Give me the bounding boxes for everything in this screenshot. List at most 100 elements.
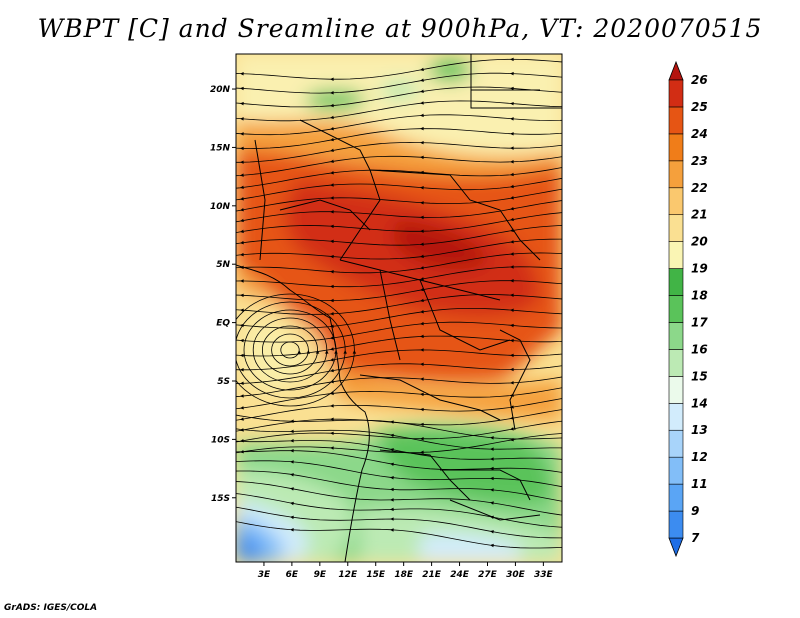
streamline-arrow: [330, 431, 334, 436]
streamline-arrow: [510, 57, 514, 62]
streamline-arrow: [420, 67, 424, 72]
streamline-arrow: [420, 89, 424, 94]
streamline-arrow: [240, 428, 244, 432]
map-title: WBPT [C] and Sreamline at 900hPa, VT: 20…: [37, 14, 763, 43]
streamline-arrow: [390, 517, 394, 521]
streamline-arrow: [510, 437, 514, 442]
streamline-arrow: [240, 229, 244, 234]
lon-tick-label: 3E: [258, 570, 271, 580]
streamline-arrow: [330, 298, 334, 303]
streamline-arrow: [330, 196, 334, 200]
streamline-arrow: [330, 210, 334, 214]
streamline-arrow: [330, 404, 334, 408]
streamline-arrow: [330, 148, 334, 153]
colorbar-segment: [668, 79, 684, 108]
colorbar-label: 26: [691, 73, 708, 87]
streamline-arrow: [240, 173, 244, 177]
lat-tick-label: 15N: [210, 143, 231, 153]
streamline-arrows: [240, 57, 514, 548]
streamline-arrow: [390, 528, 394, 532]
streamline-arrow: [510, 228, 514, 233]
streamline-arrow: [510, 367, 514, 372]
lon-tick-label: 6E: [286, 570, 299, 580]
streamline-arrow: [290, 439, 294, 443]
lat-tick-label: EQ: [216, 319, 230, 329]
streamline-arrow: [510, 101, 514, 106]
streamline-arrow: [420, 298, 424, 303]
colorbar-segment: [668, 510, 684, 539]
streamline-arrow: [490, 515, 494, 520]
streamline-arrow: [330, 126, 334, 131]
streamline: [236, 506, 562, 539]
streamline-arrow: [290, 429, 294, 434]
streamline-arrow: [390, 420, 394, 424]
streamline-arrow: [420, 348, 424, 352]
streamline-arrow: [240, 101, 244, 106]
streamline-arrow: [510, 265, 514, 269]
colorbar-segment: [668, 429, 684, 458]
streamline-arrow: [240, 438, 244, 443]
streamline-arrow: [420, 450, 424, 455]
lat-tick-label: 5N: [216, 260, 230, 270]
streamline-arrow: [510, 308, 514, 313]
streamline-arrow: [510, 160, 514, 164]
streamline-arrow: [420, 113, 424, 118]
colorbar-segment: [668, 456, 684, 485]
streamline-arrow: [240, 132, 244, 136]
streamline-arrow: [390, 433, 394, 438]
streamline-arrow: [240, 86, 244, 91]
streamline-arrow: [330, 137, 334, 142]
streamline-arrow: [240, 72, 244, 76]
streamline-arrow: [290, 448, 294, 453]
colorbar-label: 19: [691, 262, 708, 276]
streamline-arrow: [330, 270, 334, 274]
colorbar-segment: [668, 349, 684, 377]
lon-tick-label: 21E: [422, 570, 442, 580]
streamline-arrow: [390, 498, 394, 502]
streamline-arrow: [420, 362, 424, 367]
streamline: [236, 521, 562, 549]
streamline-arrow: [330, 171, 334, 175]
streamline-arrow: [510, 206, 514, 211]
streamline-arrow: [490, 476, 494, 481]
lon-tick-label: 18E: [394, 570, 414, 580]
streamline-arrow: [330, 417, 334, 421]
colorbar-label: 11: [691, 477, 708, 491]
colorbar-segment: [668, 187, 684, 216]
streamline-arrow: [420, 266, 424, 270]
streamline-arrow: [290, 460, 294, 464]
lat-tick-label: 20N: [210, 85, 231, 95]
colorbar-label: 22: [691, 181, 708, 195]
streamline-arrow: [290, 528, 294, 532]
plot-frame: [235, 53, 563, 563]
streamline-arrow: [420, 277, 424, 281]
streamline-arrow: [420, 422, 424, 427]
streamline-arrow: [240, 197, 244, 201]
streamline-arrow: [240, 279, 244, 283]
streamline-arrow: [330, 358, 334, 362]
streamline-arrow: [420, 392, 424, 397]
streamline-arrow: [420, 309, 424, 314]
streamline-arrow: [420, 186, 424, 190]
streamline-arrow: [290, 515, 294, 520]
streamline-vortex: [236, 293, 355, 407]
lat-tick-label: 10N: [210, 202, 231, 212]
streamline-arrow: [490, 543, 494, 548]
streamline-arrow: [330, 324, 334, 328]
colorbar-label: 13: [691, 423, 708, 437]
streamline-arrow: [490, 530, 494, 534]
streamline-arrow: [510, 279, 514, 283]
streamline-arrow: [510, 71, 514, 76]
streamline-arrow: [240, 353, 244, 358]
streamline-arrow: [334, 350, 338, 354]
streamline-arrow: [240, 252, 244, 257]
streamline: [236, 481, 562, 516]
colorbar-label: 15: [691, 369, 708, 383]
colorbar-label: 14: [691, 396, 708, 410]
streamline-arrow: [420, 242, 424, 246]
streamline-arrow: [306, 350, 311, 354]
streamline-arrow: [240, 394, 244, 398]
streamline-arrow: [390, 475, 394, 480]
streamline: [236, 470, 562, 502]
streamline-arrow: [420, 254, 424, 259]
